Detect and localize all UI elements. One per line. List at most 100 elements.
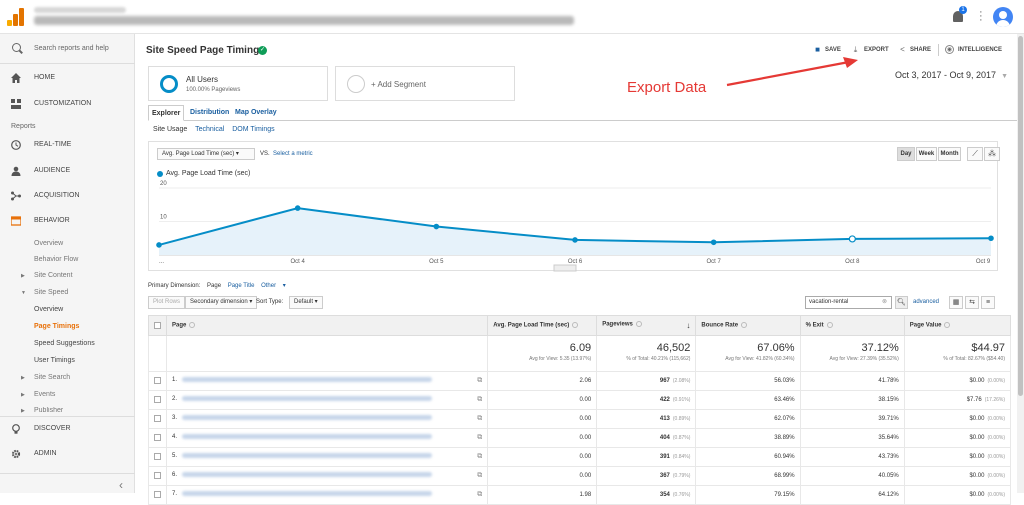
checkbox-icon[interactable] (154, 415, 161, 423)
sidebar-sub-speed-suggestions[interactable]: Speed Suggestions (34, 340, 95, 347)
term-cloud-icon[interactable]: ≡ (981, 296, 995, 309)
row-checkbox-cell[interactable] (148, 447, 167, 467)
clear-icon[interactable]: ⊗ (881, 299, 887, 305)
table-search-button[interactable]: 🔍︎ (895, 296, 908, 309)
sidebar-item-home[interactable]: HOME (0, 66, 135, 90)
month-button[interactable]: Month (938, 147, 961, 161)
week-button[interactable]: Week (916, 147, 937, 161)
table-row[interactable]: 7. ⧉ 1.98 354 (0.76%) 79.15% 64.12% $0.00 (0.00… (148, 485, 1012, 505)
col-exit[interactable]: % Exit (799, 315, 905, 336)
checkbox-icon[interactable] (154, 377, 161, 385)
page-url-redacted[interactable] (182, 491, 433, 496)
sort-type-dropdown[interactable]: Default ▾ (289, 296, 323, 309)
expand-right-icon[interactable]: ▶ (21, 392, 25, 398)
sidebar-sub-publisher[interactable]: Publisher (34, 407, 64, 413)
sidebar-item-discover[interactable]: DISCOVER (0, 416, 135, 440)
row-checkbox-cell[interactable] (148, 485, 167, 505)
checkbox-icon[interactable] (154, 396, 161, 404)
expand-right-icon[interactable]: ▶ (21, 375, 25, 381)
subtab-technical[interactable]: Technical (195, 126, 225, 133)
table-row[interactable]: 6. ⧉ 0.00 367 (0.79%) 68.99% 40.05% $0.00 (0.00… (148, 466, 1012, 486)
motion-chart-icon[interactable]: ⁂ (984, 147, 1000, 161)
table-row[interactable]: 2. ⧉ 0.00 422 (0.91%) 63.46% 38.15% $7.76 (17.2… (148, 390, 1012, 410)
table-row[interactable]: 5. ⧉ 0.00 391 (0.84%) 60.94% 43.73% $0.00 (0.00… (148, 447, 1012, 467)
table-row[interactable]: 1. ⧉ 2.06 967 (2.08%) 56.03% 41.78% $0.00 (0.00… (148, 371, 1012, 391)
external-link-icon[interactable]: ⧉ (477, 472, 483, 479)
page-url-redacted[interactable] (182, 434, 433, 439)
row-checkbox-cell[interactable] (148, 371, 167, 391)
share-button[interactable]: SHARE (910, 47, 932, 53)
sidebar-sub-overview[interactable]: Overview (34, 240, 64, 247)
col-page[interactable]: Page (165, 315, 489, 336)
help-icon[interactable] (826, 322, 833, 329)
external-link-icon[interactable]: ⧉ (477, 377, 483, 384)
help-icon[interactable] (189, 322, 196, 329)
row-checkbox-cell[interactable] (148, 466, 167, 486)
day-button[interactable]: Day (897, 147, 915, 161)
collapse-sidebar-button[interactable]: ‹ (0, 473, 135, 493)
page-cell[interactable]: 4. ⧉ (165, 428, 489, 448)
account-view-redacted[interactable] (34, 16, 574, 25)
date-range-picker[interactable]: Oct 3, 2017 - Oct 9, 2017 ▼ (895, 70, 1008, 80)
help-icon[interactable] (741, 322, 748, 329)
expand-right-icon[interactable]: ▶ (21, 273, 25, 279)
row-checkbox-cell[interactable] (148, 409, 167, 429)
advanced-filter-link[interactable]: advanced (913, 299, 940, 305)
page-url-redacted[interactable] (182, 377, 433, 382)
tab-distribution[interactable]: Distribution (190, 109, 230, 116)
grid-view-icon[interactable]: ▦ (949, 296, 963, 309)
sidebar-item-acquisition[interactable]: ACQUISITION (0, 184, 135, 208)
more-options-icon[interactable]: · · · (979, 6, 983, 26)
select-all-header[interactable] (148, 315, 167, 336)
subtab-site-usage[interactable]: Site Usage (153, 126, 188, 133)
sidebar-item-audience[interactable]: AUDIENCE (0, 159, 135, 183)
sidebar-item-behavior[interactable]: BEHAVIOR (0, 209, 135, 233)
row-checkbox-cell[interactable] (148, 428, 167, 448)
expand-down-icon[interactable]: ▼ (21, 290, 26, 296)
page-url-redacted[interactable] (182, 396, 433, 401)
page-url-redacted[interactable] (182, 472, 433, 477)
row-checkbox-cell[interactable] (148, 390, 167, 410)
scrollbar-thumb[interactable] (1018, 36, 1023, 396)
external-link-icon[interactable]: ⧉ (477, 415, 483, 422)
select-metric-link[interactable]: Select a metric (273, 151, 313, 157)
checkbox-icon[interactable] (154, 453, 161, 461)
line-chart-icon[interactable]: ⟋ (967, 147, 983, 161)
page-scrollbar[interactable] (1017, 34, 1024, 493)
save-button[interactable]: SAVE (825, 47, 841, 53)
export-button[interactable]: EXPORT (864, 47, 889, 53)
intelligence-button[interactable]: INTELLIGENCE (958, 47, 1003, 53)
col-load-time[interactable]: Avg. Page Load Time (sec) (487, 315, 598, 336)
metric-selector[interactable]: Avg. Page Load Time (sec) ▾ (157, 148, 255, 160)
external-link-icon[interactable]: ⧉ (477, 434, 483, 441)
plot-rows-button[interactable]: Plot Rows (148, 296, 186, 309)
sidebar-sub-events[interactable]: Events (34, 391, 56, 398)
tab-explorer[interactable]: Explorer (148, 105, 185, 121)
dimension-page-title[interactable]: Page Title (227, 283, 255, 289)
sidebar-sub-site-speed[interactable]: Site Speed (34, 289, 69, 296)
sidebar-item-customization[interactable]: CUSTOMIZATION (0, 92, 135, 116)
comparison-view-icon[interactable]: ⇆ (965, 296, 979, 309)
page-cell[interactable]: 3. ⧉ (165, 409, 489, 429)
chart-resize-handle[interactable] (553, 264, 577, 272)
help-icon[interactable] (635, 321, 642, 327)
page-cell[interactable]: 1. ⧉ (165, 371, 489, 391)
page-url-redacted[interactable] (182, 415, 433, 420)
table-row[interactable]: 3. ⧉ 0.00 413 (0.89%) 62.07% 39.71% $0.00 (0.00… (148, 409, 1012, 429)
notifications-icon[interactable] (953, 11, 963, 22)
sidebar-search[interactable]: Search reports and help (0, 34, 135, 64)
sidebar-sub-ss-overview[interactable]: Overview (34, 306, 64, 313)
page-cell[interactable]: 6. ⧉ (165, 466, 489, 486)
dimension-other[interactable]: Other ▾ (261, 283, 286, 289)
checkbox-icon[interactable] (154, 472, 161, 480)
col-page-value[interactable]: Page Value (903, 315, 1012, 336)
account-path-redacted[interactable] (34, 7, 126, 13)
help-icon[interactable] (572, 322, 579, 329)
search-input[interactable]: Search reports and help (34, 45, 109, 52)
analytics-logo-icon[interactable] (7, 8, 25, 26)
sidebar-sub-site-content[interactable]: Site Content (34, 272, 73, 279)
page-cell[interactable]: 7. ⧉ (165, 485, 489, 505)
page-url-redacted[interactable] (182, 453, 433, 458)
page-cell[interactable]: 5. ⧉ (165, 447, 489, 467)
sidebar-sub-behavior-flow[interactable]: Behavior Flow (34, 256, 79, 263)
